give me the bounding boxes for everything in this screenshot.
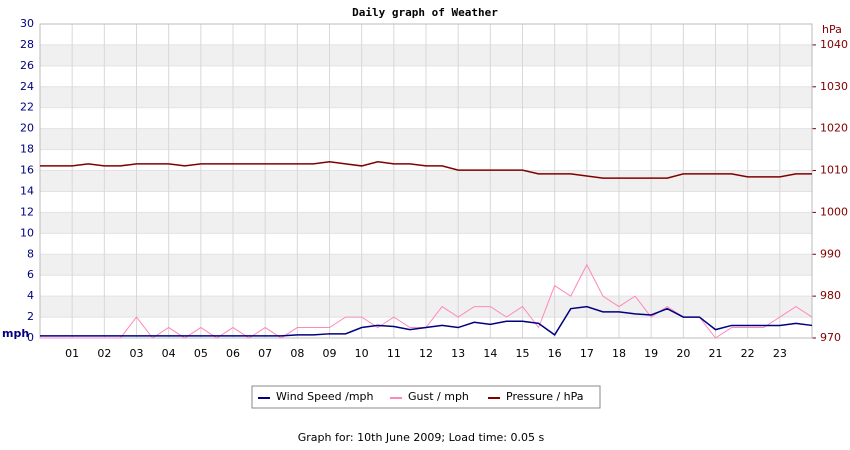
- x-tick-label: 20: [676, 347, 690, 360]
- y-tick-label: 16: [20, 164, 34, 177]
- x-tick-label: 18: [612, 347, 626, 360]
- series-line: [40, 305, 813, 337]
- x-tick-label: 02: [97, 347, 111, 360]
- footer: Graph for: 10th June 2009; Load time: 0.…: [298, 431, 545, 444]
- x-tick-label: 07: [258, 347, 272, 360]
- y2-tick-label: 970: [820, 331, 841, 344]
- y-tick-label: 30: [20, 17, 34, 30]
- y-tick-label: 2: [27, 310, 34, 323]
- x-tick-label: 01: [65, 347, 79, 360]
- y2-tick-label: 1020: [820, 122, 848, 135]
- y-tick-label: 20: [20, 122, 34, 135]
- x-tick-label: 06: [226, 347, 240, 360]
- y-tick-label: 4: [27, 289, 34, 302]
- x-tick-label: 05: [194, 347, 208, 360]
- x-tick-label: 23: [773, 347, 787, 360]
- y-tick-label: 22: [20, 101, 34, 114]
- x-tick-label: 15: [516, 347, 530, 360]
- y2-tick-label: 1040: [820, 38, 848, 51]
- x-tick-label: 17: [580, 347, 594, 360]
- legend: Wind Speed /mph Gust / mph Pressure / hPa: [251, 385, 601, 409]
- y2-tick-label: 980: [820, 289, 841, 302]
- chart-title: Daily graph of Weather: [352, 6, 498, 19]
- x-tick-label: 16: [548, 347, 562, 360]
- x-tick-label: 11: [387, 347, 401, 360]
- y-tick-label: 8: [27, 247, 34, 260]
- x-tick-label: 09: [323, 347, 337, 360]
- y-tick-label: 14: [20, 184, 34, 197]
- x-tick-label: 14: [483, 347, 497, 360]
- x-tick-label: 21: [709, 347, 723, 360]
- y2-axis-label: hPa: [822, 23, 842, 36]
- legend-label: Wind Speed /mph: [276, 390, 374, 403]
- y-tick-label: 24: [20, 80, 34, 93]
- x-tick-label: 08: [290, 347, 304, 360]
- x-tick-label: 19: [644, 347, 658, 360]
- x-tick-label: 13: [451, 347, 465, 360]
- y-axis-label: mph: [2, 327, 29, 340]
- x-tick-label: 03: [130, 347, 144, 360]
- x-tick-label: 22: [741, 347, 755, 360]
- legend-box: [251, 385, 601, 409]
- y2-tick-label: 1010: [820, 164, 848, 177]
- y-tick-label: 18: [20, 143, 34, 156]
- plot-area: [40, 23, 812, 339]
- y-tick-label: 28: [20, 38, 34, 51]
- y-tick-label: 26: [20, 59, 34, 72]
- y2-tick-label: 1000: [820, 205, 848, 218]
- x-tick-label: 04: [162, 347, 176, 360]
- y2-tick-label: 1030: [820, 80, 848, 93]
- y-tick-label: 12: [20, 205, 34, 218]
- legend-label: Gust / mph: [408, 390, 469, 403]
- legend-label: Pressure / hPa: [506, 390, 584, 403]
- y-tick-label: 0: [27, 331, 34, 344]
- plot-border: [39, 23, 813, 339]
- y-tick-label: 10: [20, 226, 34, 239]
- y2-tick-label: 990: [820, 247, 841, 260]
- x-tick-label: 10: [355, 347, 369, 360]
- x-tick-label: 12: [419, 347, 433, 360]
- y-tick-label: 6: [27, 268, 34, 281]
- series-line: [40, 160, 812, 179]
